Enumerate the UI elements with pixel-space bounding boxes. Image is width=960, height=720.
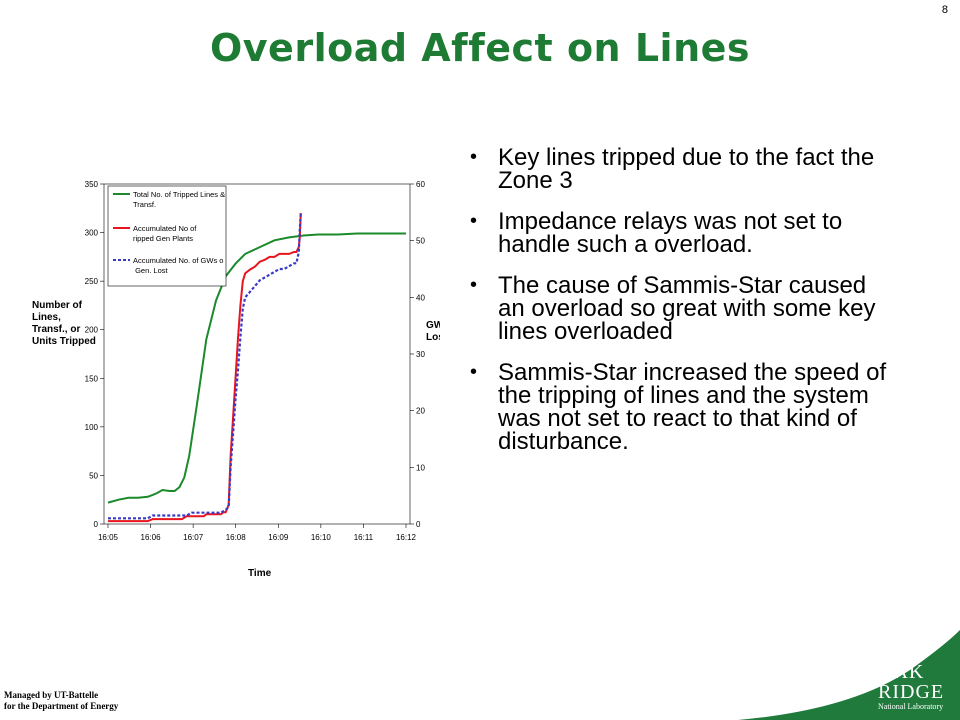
slide-number: 8 [941,4,948,16]
legend-label: Accumulated No. of GWs o Gen. Lost [133,256,223,275]
bullet-list: • Key lines tripped due to the fact the Z… [468,146,888,471]
chart: 0 50 100 150 200 250 300 350 0 10 20 30 40 50 60 16:0… [20,168,448,588]
bullet-icon: • [470,274,478,296]
corner-decoration [738,630,960,720]
slide-title: Overload Affect on Lines [209,26,751,70]
legend-label: Total No. of Tripped Lines & Transf. [133,190,225,209]
x-tick-label: 16:05 [98,533,119,542]
bullet-text: Key lines tripped due to the fact the Zo… [498,144,875,194]
x-tick-label: 16:06 [141,533,162,542]
series-line-3 [108,212,302,520]
x-tick-label: 16:10 [311,533,332,542]
x-tick-label: 16:07 [183,533,204,542]
footer-line-2: for the Department of Energy [4,701,119,711]
y-tick-label: 350 [85,180,99,189]
bullet-item: • Impedance relays was not set to handle … [468,208,888,258]
leaf-icon [848,650,876,686]
bullet-text: The cause of Sammis-Star caused an overl… [498,272,876,345]
series-line-2 [108,213,302,523]
y2-tick-label: 50 [416,237,425,246]
bullet-item: • Key lines tripped due to the fact the Z… [468,144,888,194]
y-axis-label: Number of Lines, Transf., or Units Tripped [32,300,96,347]
y2-tick-label: 0 [416,520,421,529]
bullet-icon: • [470,361,478,383]
footer-line-1: Managed by UT-Battelle [4,690,99,700]
y2-tick-label: 20 [416,407,425,416]
logo-line-3: National Laboratory [878,702,944,711]
bullet-icon: • [470,146,478,168]
footer: Managed by UT-Battelle for the Departmen… [4,690,118,712]
y2-axis-label: GWLost [426,320,440,343]
y-tick-label: 300 [85,229,99,238]
y2-tick-label: 10 [416,463,425,472]
legend-box [107,185,227,287]
bullet-item: • Sammis-Star increased the speed of the … [468,359,888,455]
y-tick-label: 100 [85,423,99,432]
x-axis-label: Time [248,568,272,579]
legend-label: Accumulated No of ripped Gen Plants [133,224,198,243]
x-tick-label: 16:08 [226,533,247,542]
bullet-item: • The cause of Sammis-Star caused an over… [468,272,888,345]
y2-tick-label: 60 [416,180,425,189]
bullet-icon: • [470,210,478,232]
y2-tick-label: 30 [416,350,425,359]
y-tick-label: 200 [85,326,99,335]
y-tick-label: 250 [85,277,99,286]
chart-svg: 0 50 100 150 200 250 300 350 0 10 20 30 40 50 60 16:0… [32,180,448,579]
y-tick-label: 50 [89,471,98,480]
oak-ridge-logo: OAK RIDGE National Laboratory [878,662,944,712]
y-tick-label: 0 [94,520,99,529]
x-tick-label: 16:09 [268,533,289,542]
x-tick-label: 16:11 [354,533,374,542]
bullet-text: Impedance relays was not set to handle s… [498,208,843,258]
y-tick-label: 150 [85,374,99,383]
x-tick-label: 16:12 [396,533,417,542]
bullet-text: Sammis-Star increased the speed of the t… [498,359,887,455]
logo-line-2: RIDGE [878,681,945,703]
series-line-1 [107,232,406,504]
logo-line-1: OAK [878,661,925,683]
y2-tick-label: 40 [416,293,425,302]
